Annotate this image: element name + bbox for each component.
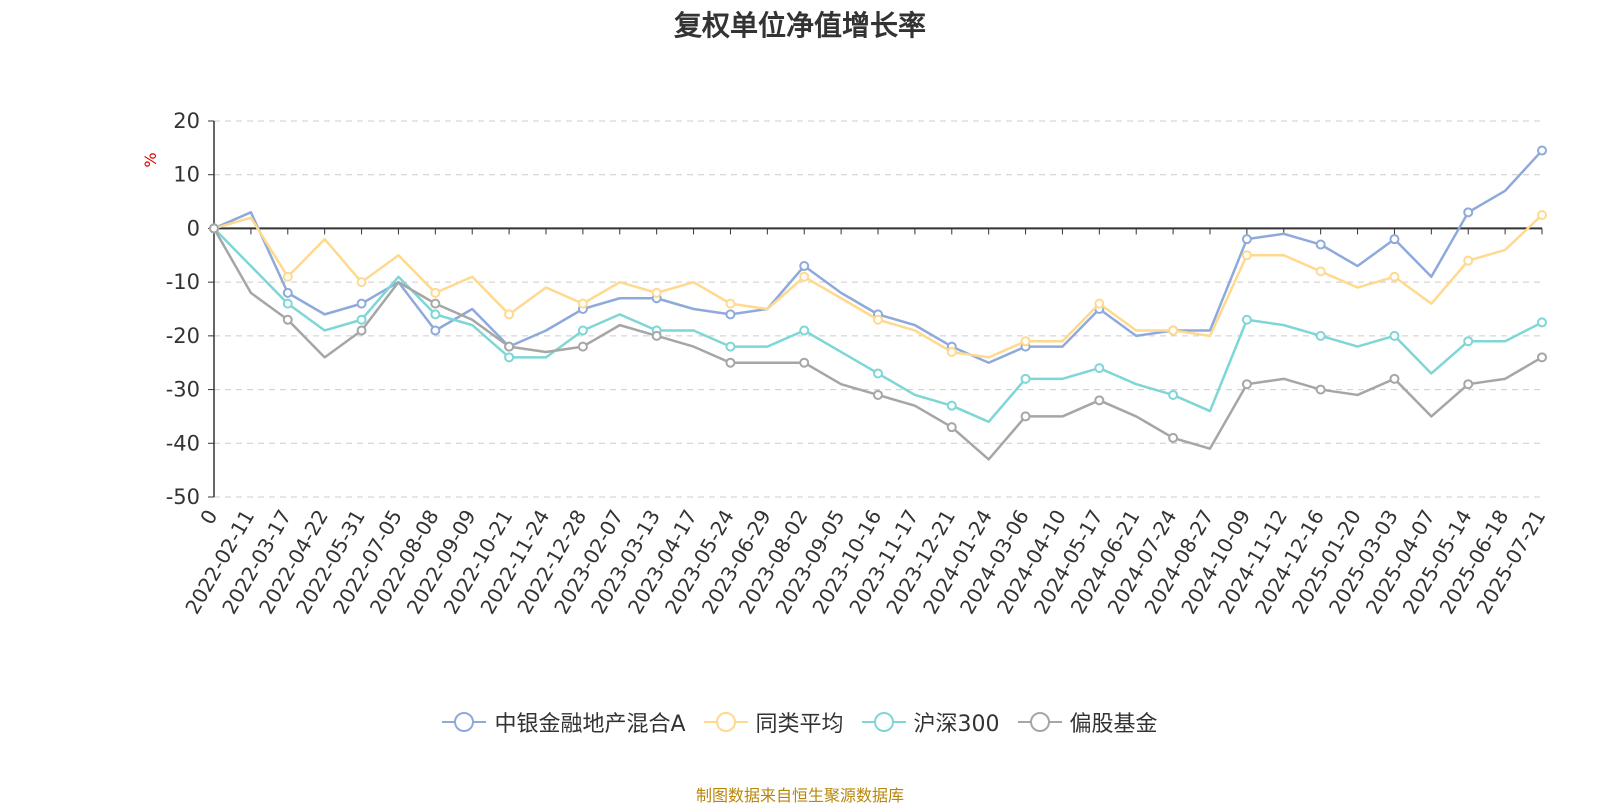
data-point (725, 341, 736, 352)
data-point (1241, 250, 1252, 261)
data-point (725, 357, 736, 368)
data-point (1168, 432, 1179, 443)
data-point (282, 271, 293, 282)
chart-title: 复权单位净值增长率 (673, 9, 926, 42)
legend-item[interactable]: 同类平均 (703, 706, 844, 738)
legend-item[interactable]: 偏股基金 (1017, 706, 1158, 738)
data-point (873, 314, 883, 325)
legend: 中银金融地产混合A 同类平均 沪深300 偏股基金 (0, 706, 1600, 738)
y-tick-label: -40 (166, 431, 200, 455)
data-point (1094, 363, 1105, 374)
data-point (282, 298, 293, 309)
legend-label: 偏股基金 (1069, 712, 1158, 737)
data-point (1537, 210, 1547, 220)
y-tick-label: -10 (166, 270, 200, 294)
data-point (1389, 271, 1400, 282)
grid-layer (214, 120, 1542, 498)
y-tick-label: 20 (173, 109, 200, 133)
data-point (504, 309, 515, 320)
data-point (946, 346, 957, 357)
y-tick-label: -50 (166, 485, 200, 509)
series-0 (209, 145, 1547, 364)
series-1 (209, 210, 1547, 359)
y-tick-label: -30 (166, 378, 200, 402)
y-tick-label: 0 (187, 216, 200, 240)
data-point (1537, 352, 1547, 363)
data-point (1389, 373, 1400, 384)
data-point (1389, 330, 1400, 341)
data-point (1463, 379, 1474, 390)
data-point (577, 298, 588, 309)
legend-item[interactable]: 中银金融地产混合A (442, 706, 686, 738)
data-point (1463, 336, 1474, 347)
series-3 (209, 223, 1547, 461)
data-point (1241, 379, 1252, 390)
data-point (1315, 266, 1326, 277)
y-axis-unit-label: % (141, 152, 160, 167)
data-point (209, 223, 219, 234)
data-point (873, 389, 883, 400)
data-point (1389, 234, 1400, 245)
data-point (946, 422, 957, 433)
axis-layer: 20100-10-20-30-40-5002022-02-112022-03-1… (166, 109, 1551, 618)
legend-label: 沪深300 (913, 712, 1000, 737)
x-tick-label: 0 (195, 506, 222, 529)
data-point (1020, 411, 1031, 422)
data-point (1168, 325, 1179, 336)
data-point (430, 325, 441, 336)
data-point (799, 271, 810, 282)
series-line (212, 227, 1543, 461)
series-layer (209, 145, 1547, 461)
legend-label: 同类平均 (755, 712, 844, 737)
data-point (651, 330, 662, 341)
data-point (1241, 234, 1252, 245)
source-note: 制图数据来自恒生聚源数据库 (695, 786, 904, 805)
data-point (577, 325, 588, 336)
data-point (1020, 373, 1031, 384)
data-point (1020, 336, 1031, 347)
data-point (430, 298, 441, 309)
data-point (356, 277, 367, 288)
data-point (504, 352, 515, 363)
legend-marker-icon (442, 712, 487, 732)
data-point (725, 298, 736, 309)
legend-marker-icon (703, 712, 748, 732)
data-point (1537, 317, 1547, 328)
y-tick-label: -20 (166, 324, 200, 348)
data-point (577, 341, 588, 352)
legend-marker-icon (861, 712, 906, 732)
data-point (651, 287, 662, 298)
data-point (1315, 330, 1326, 341)
data-point (356, 325, 367, 336)
data-point (1315, 239, 1326, 250)
data-point (430, 309, 441, 320)
data-point (430, 287, 441, 298)
data-point (356, 314, 367, 325)
data-point (873, 368, 883, 379)
data-point (282, 287, 293, 298)
data-point (1463, 255, 1474, 266)
data-point (946, 400, 957, 411)
y-tick-label: 10 (173, 163, 200, 187)
data-point (1537, 145, 1547, 156)
legend-label: 中银金融地产混合A (494, 712, 686, 737)
data-point (282, 314, 293, 325)
data-point (1241, 314, 1252, 325)
data-point (1094, 395, 1105, 406)
data-point (1168, 389, 1179, 400)
data-point (504, 341, 515, 352)
data-point (1463, 207, 1474, 218)
line-chart: 20100-10-20-30-40-5002022-02-112022-03-1… (141, 109, 1551, 618)
legend-marker-icon (1017, 712, 1062, 732)
data-point (799, 325, 810, 336)
data-point (1094, 298, 1105, 309)
data-point (725, 309, 736, 320)
data-point (1315, 384, 1326, 395)
data-point (356, 298, 367, 309)
data-point (799, 357, 810, 368)
legend-item[interactable]: 沪深300 (861, 706, 1000, 738)
data-point (799, 261, 810, 272)
series-line (213, 149, 1543, 364)
